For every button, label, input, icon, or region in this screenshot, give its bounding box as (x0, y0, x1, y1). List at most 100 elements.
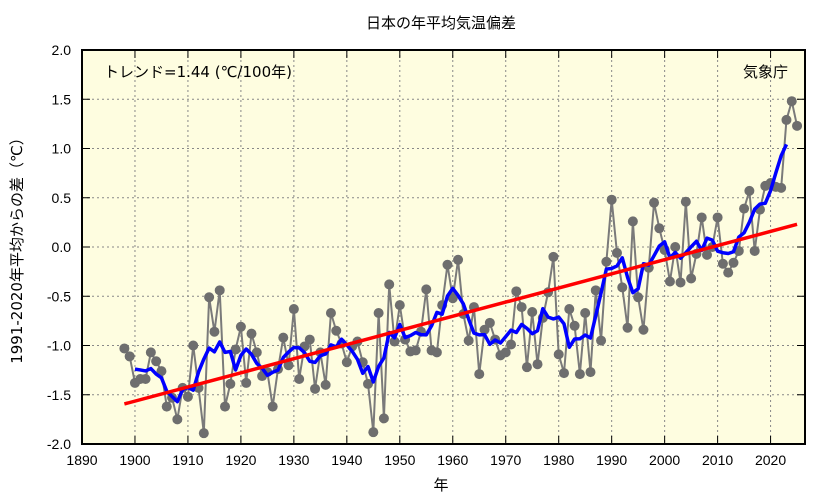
annual-point (559, 368, 569, 379)
annual-point (156, 366, 167, 377)
x-tick-label: 1990 (596, 452, 627, 468)
annual-point (781, 114, 792, 125)
y-axis-label: 1991-2020年平均からの差（℃） (8, 130, 26, 364)
annual-point (506, 339, 517, 350)
annual-point (447, 293, 458, 304)
annual-point (723, 267, 734, 278)
annual-point (516, 302, 527, 313)
x-axis: 1890 1900 1910 1920 1930 1940 1950 1960 1970 1980… (66, 50, 786, 468)
y-tick-label: -0.5 (47, 288, 71, 304)
annual-point (304, 334, 315, 345)
annual-point (124, 351, 135, 362)
annual-point (527, 307, 538, 318)
annual-point (368, 427, 379, 438)
annual-point (633, 292, 644, 303)
annual-point (119, 343, 130, 354)
y-tick-label: -2.0 (47, 436, 71, 452)
annual-point (484, 317, 495, 328)
annual-point (664, 276, 675, 287)
annual-point (670, 242, 681, 252)
annual-point (712, 212, 723, 223)
annual-point (569, 320, 580, 331)
annual-point (776, 182, 787, 193)
x-tick-label: 2010 (702, 452, 733, 468)
annual-point (601, 256, 612, 267)
annual-point (744, 185, 755, 196)
annual-point (267, 401, 278, 412)
annual-point (553, 349, 564, 360)
annual-point (596, 335, 607, 346)
annual-point (151, 356, 162, 367)
series-layer (119, 96, 803, 439)
annual-point (373, 307, 384, 318)
y-tick-label: -1.0 (47, 338, 71, 354)
annual-point (235, 321, 246, 332)
annual-point (638, 324, 649, 335)
annual-point (585, 367, 596, 378)
annual-point (654, 223, 665, 234)
annual-point (431, 347, 442, 358)
annual-point (453, 254, 464, 265)
annual-point (680, 196, 691, 207)
annual-point (230, 344, 241, 355)
annual-point (622, 322, 633, 333)
annual-point (378, 413, 389, 424)
y-tick-label: -1.5 (47, 387, 71, 403)
annual-point (394, 300, 405, 311)
annual-point (172, 414, 183, 425)
x-tick-label: 1960 (437, 452, 468, 468)
x-tick-label: 1950 (384, 452, 415, 468)
annual-point (474, 369, 485, 380)
y-tick-label: 1.0 (52, 141, 72, 157)
annual-point (649, 197, 660, 208)
annual-point (580, 307, 591, 318)
annual-point (749, 245, 760, 256)
annual-point (209, 326, 220, 337)
chart-title: 日本の年平均気温偏差 (366, 14, 516, 32)
y-tick-label: 0.5 (52, 190, 72, 206)
trend-label: トレンド=1.44 (℃/100年) (104, 63, 292, 81)
y-axis: 2.0 1.5 1.0 0.5 0.0 -0.5 -1.0 -1.5 -2.0 (47, 42, 805, 452)
annual-point (532, 359, 543, 370)
annual-point (696, 212, 707, 223)
annual-point (214, 285, 225, 296)
annual-point (325, 307, 336, 318)
annual-point (251, 347, 262, 358)
annual-point (500, 347, 511, 358)
annual-point (786, 96, 797, 107)
x-tick-label: 2020 (755, 452, 786, 468)
annual-point (548, 251, 559, 262)
annual-point (241, 377, 252, 388)
annual-point (627, 216, 638, 227)
annual-point (161, 401, 172, 412)
annual-point (182, 391, 193, 402)
annual-point (384, 279, 395, 290)
annual-point (606, 194, 617, 205)
annual-point (564, 304, 575, 315)
annual-point (511, 286, 522, 297)
plot-frame (81, 49, 806, 445)
annual-point (225, 378, 236, 389)
annual-point (363, 378, 374, 389)
annual-point (278, 332, 289, 343)
x-tick-label: 1940 (331, 452, 362, 468)
annual-point (310, 383, 321, 394)
annual-point (717, 258, 728, 269)
x-tick-label: 1980 (543, 452, 574, 468)
annual-point (294, 373, 305, 384)
x-tick-label: 1920 (225, 452, 256, 468)
annual-point (389, 336, 400, 347)
annual-point (728, 257, 739, 268)
x-tick-label: 1930 (278, 452, 309, 468)
y-tick-label: 2.0 (52, 42, 72, 58)
annual-point (463, 335, 474, 346)
x-tick-label: 1910 (172, 452, 203, 468)
y-tick-label: 1.5 (52, 91, 72, 107)
annual-point (739, 203, 750, 214)
annual-point (590, 285, 601, 296)
annual-point (288, 304, 299, 315)
annual-point (611, 247, 622, 258)
x-tick-label: 2000 (649, 452, 680, 468)
annual-point (145, 347, 156, 358)
